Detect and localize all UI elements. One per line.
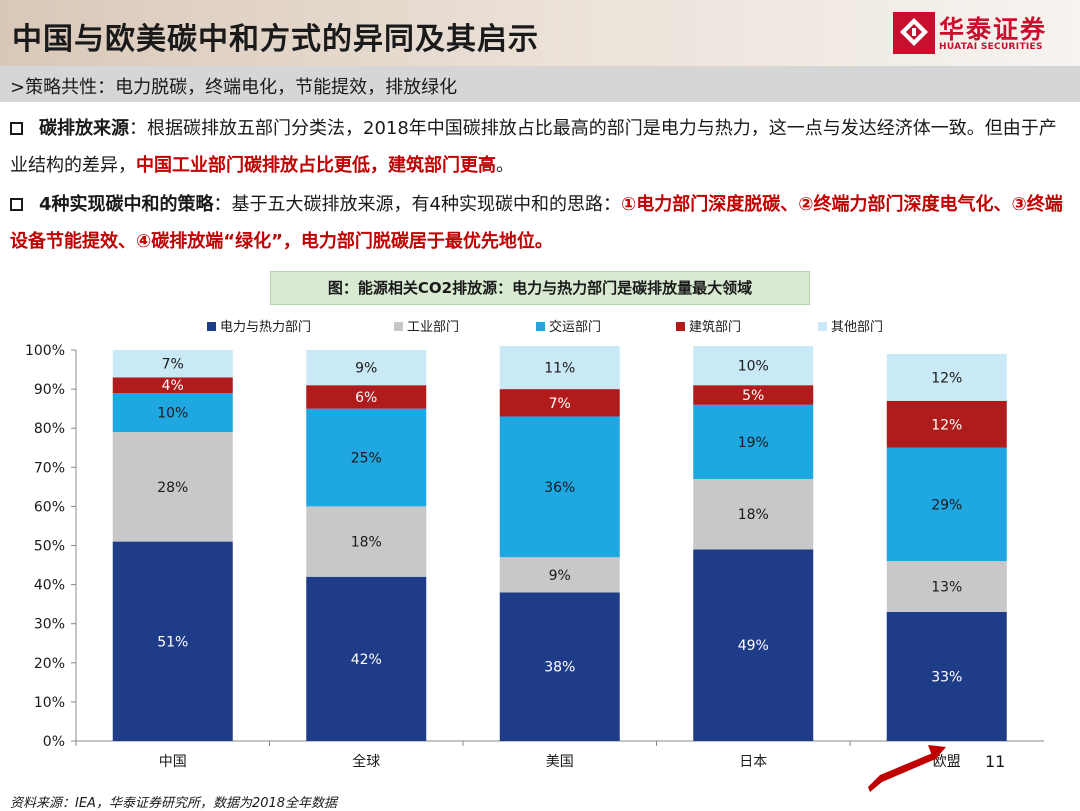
data-label: 25%: [351, 451, 382, 467]
bar-segment: [112, 432, 233, 542]
bar-segment: [306, 506, 427, 577]
y-tick-label: 0%: [43, 734, 65, 750]
data-label: 28%: [157, 480, 188, 496]
subtitle: >策略共性：电力脱碳，终端电化，节能提效，排放绿化: [10, 77, 458, 98]
bar-segment: [499, 592, 620, 741]
data-label: 5%: [742, 388, 764, 404]
bar-segment: [693, 404, 814, 480]
x-tick-label: 日本: [739, 754, 767, 770]
bar-segment: [499, 416, 620, 558]
bullet-highlight: 中国工业部门碳排放占比更低，建筑部门更高: [136, 155, 496, 176]
page-title: 中国与欧美碳中和方式的异同及其启示: [12, 22, 539, 57]
y-tick-label: 60%: [34, 499, 65, 515]
y-tick-label: 10%: [34, 695, 65, 711]
y-tick-label: 90%: [34, 382, 65, 398]
x-tick-label: 欧盟: [933, 754, 961, 770]
legend-swatch: [536, 322, 545, 331]
data-label: 29%: [931, 497, 962, 513]
logo-text-cn: 华泰证券: [939, 15, 1048, 44]
legend-label: 建筑部门: [689, 319, 741, 335]
data-label: 36%: [544, 480, 575, 496]
bar-segment: [306, 576, 427, 741]
subtitle-bar: >策略共性：电力脱碳，终端电化，节能提效，排放绿化: [0, 66, 1080, 102]
stacked-bar-chart: 0% 10% 20% 30% 40% 50% 60% 70% 80% 90% 100% 51% 28% 1…: [25, 319, 1044, 770]
data-label: 38%: [544, 660, 575, 676]
y-tick-label: 20%: [34, 656, 65, 672]
x-tick-label: 全球: [352, 753, 380, 770]
bullet-strategies: 4种实现碳中和的策略：基于五大碳排放来源，有4种实现碳中和的思路：①电力部门深度…: [10, 186, 1070, 260]
data-label: 9%: [355, 361, 377, 377]
bullet-highlight: ①电力部门深度脱碳、②终端力部门深度电气化、③终端设备节能提效、④碳排放端“绿化…: [10, 194, 1063, 252]
huatai-logo: 华泰证券 HUATAI SECURITIES: [893, 10, 1063, 58]
data-label: 51%: [157, 634, 188, 650]
y-tick-label: 70%: [34, 460, 65, 476]
data-label: 42%: [351, 652, 382, 668]
bar-segment: [306, 408, 427, 507]
data-label: 10%: [157, 406, 188, 422]
checkbox-square-icon: [10, 122, 23, 135]
x-tick-label: 美国: [546, 754, 574, 770]
legend-swatch: [207, 322, 216, 331]
bar-segment: [693, 479, 814, 550]
bar-segment: [306, 350, 427, 386]
checkbox-square-icon: [10, 198, 23, 211]
legend-label: 工业部门: [407, 320, 459, 335]
y-tick-label: 50%: [34, 539, 65, 555]
bar-segment: [306, 385, 427, 409]
bar-segment: [693, 385, 814, 405]
bar-segment: [886, 561, 1007, 612]
bullet-text: ：根据碳排放五部门分类法，2018年中国碳排放占比最高的部门是电力与热力，这一点…: [10, 118, 1057, 176]
logo-text-en: HUATAI SECURITIES: [939, 42, 1043, 52]
data-label: 18%: [738, 507, 769, 523]
data-label: 11%: [544, 361, 575, 377]
data-label: 12%: [931, 370, 962, 386]
y-tick-label: 80%: [34, 421, 65, 437]
bar-segment: [886, 353, 1007, 401]
x-tick-label: 中国: [159, 754, 187, 770]
bar-segment: [499, 346, 620, 390]
data-label: 4%: [162, 378, 184, 394]
legend-label: 交运部门: [549, 319, 601, 335]
bar-segment: [112, 377, 233, 394]
data-label: 7%: [162, 357, 184, 373]
bar-segment: [112, 541, 233, 741]
bar-segment: [112, 350, 233, 378]
bullet-text: ：基于五大碳排放来源，有4种实现碳中和的思路：: [213, 194, 621, 215]
bar-segment: [499, 389, 620, 417]
bar-segment: [886, 400, 1007, 448]
chart-caption: 图：能源相关CO2排放源：电力与热力部门是碳排放量最大领域: [270, 271, 810, 305]
data-label: 18%: [351, 535, 382, 551]
y-tick-label: 30%: [34, 617, 65, 633]
bar-segment: [693, 549, 814, 741]
bar-segment: [886, 447, 1007, 562]
bar-segment: [112, 393, 233, 433]
legend-swatch: [818, 322, 827, 331]
legend-swatch: [676, 322, 685, 331]
bar-segment: [693, 346, 814, 386]
legend-label: 电力与热力部门: [220, 320, 311, 335]
bullet-end: 。: [496, 155, 514, 176]
data-label: 10%: [738, 359, 769, 375]
bullet-lead: 4种实现碳中和的策略: [39, 194, 214, 215]
legend-label: 其他部门: [831, 320, 883, 335]
data-label: 12%: [931, 417, 962, 433]
data-label: 13%: [931, 580, 962, 596]
data-label: 7%: [549, 396, 571, 412]
bullet-lead: 碳排放来源: [39, 118, 129, 139]
bar-segment: [499, 557, 620, 593]
data-label: 6%: [355, 390, 377, 406]
source-footnote: 资料来源：IEA，华泰证券研究所，数据为2018全年数据: [10, 796, 338, 811]
y-tick-label: 100%: [25, 343, 65, 359]
data-label: 9%: [549, 568, 571, 584]
header-bar: 中国与欧美碳中和方式的异同及其启示 华泰证券 HUATAI SECURITIES: [0, 0, 1080, 66]
page-number: 11: [985, 752, 1006, 771]
bullet-carbon-sources: 碳排放来源：根据碳排放五部门分类法，2018年中国碳排放占比最高的部门是电力与热…: [10, 110, 1070, 184]
data-label: 49%: [738, 638, 769, 654]
y-tick-label: 40%: [34, 578, 65, 594]
huatai-logo-icon: [893, 12, 935, 54]
legend-swatch: [394, 322, 403, 331]
data-label: 33%: [931, 669, 962, 685]
bar-segment: [886, 611, 1007, 741]
data-label: 19%: [738, 435, 769, 451]
